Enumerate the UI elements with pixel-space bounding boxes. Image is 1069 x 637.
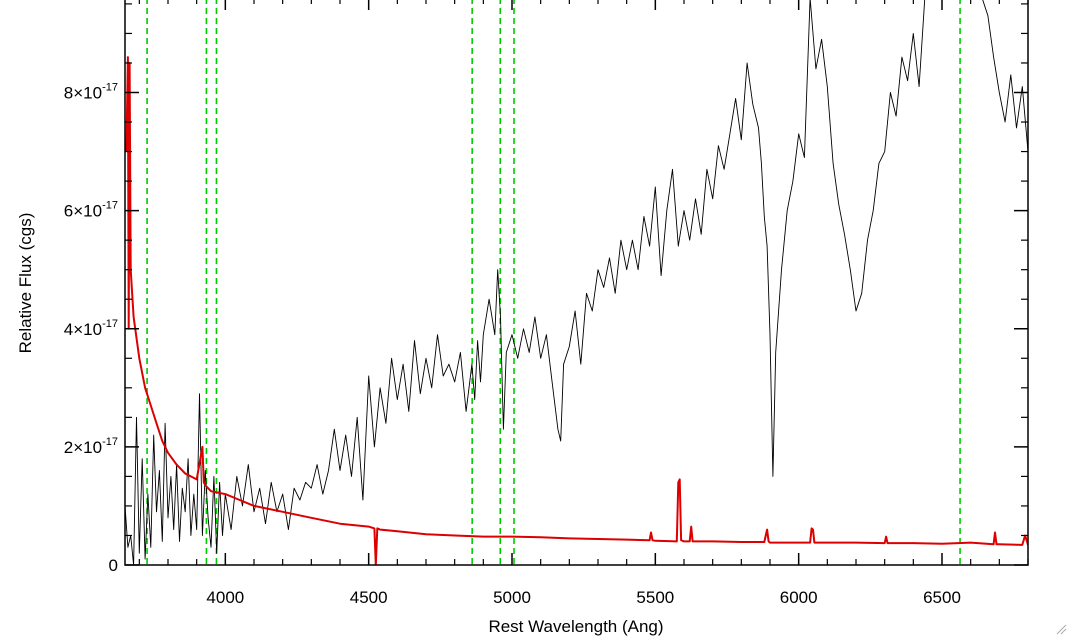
resize-grip-icon[interactable]: [1055, 623, 1067, 635]
y-tick-label: 6×10-17: [64, 200, 118, 221]
x-tick-label: 6000: [780, 588, 818, 607]
x-tick-label: 5000: [493, 588, 531, 607]
x-axis-label: Rest Wavelength (Ang): [488, 617, 663, 636]
y-tick-label: 0: [109, 556, 118, 575]
spectrum-series-line: [125, 0, 1028, 565]
x-tick-label: 6500: [923, 588, 961, 607]
emission-line-markers: [146, 0, 961, 565]
y-tick-label: 4×10-17: [64, 318, 118, 339]
y-tick-label: 2×10-17: [64, 436, 118, 457]
x-tick-label: 4000: [206, 588, 244, 607]
x-tick-label: 5500: [636, 588, 674, 607]
axis-ticks: 4000 4500 5000 5500 6000 6500 0 2×10-17 4×10-17 6…: [64, 0, 1029, 607]
error-series-line: [125, 56, 1028, 565]
series-layer: [125, 0, 1028, 565]
y-tick-label: 8×10-17: [64, 82, 118, 103]
x-tick-label: 4500: [350, 588, 388, 607]
y-axis-label: Relative Flux (cgs): [16, 213, 35, 354]
plot-frame: [124, 0, 1029, 566]
